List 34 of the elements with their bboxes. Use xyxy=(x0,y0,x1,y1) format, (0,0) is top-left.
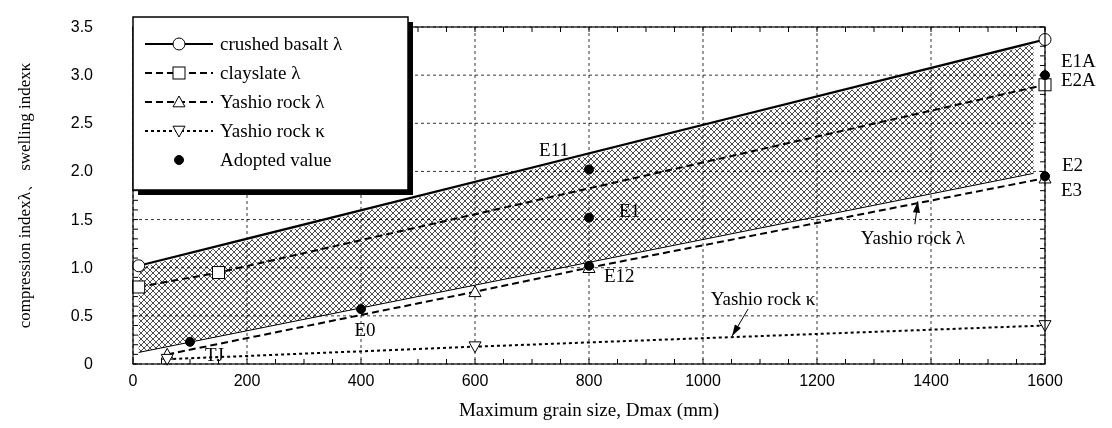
x-tick-label: 1600 xyxy=(1027,372,1063,389)
x-tick-label: 1200 xyxy=(799,372,835,389)
y-tick-label: 1.5 xyxy=(70,210,94,228)
x-tick-label: 200 xyxy=(233,372,261,389)
annotation: E11 xyxy=(539,138,569,160)
y-tick-label: 3.0 xyxy=(70,66,94,84)
y-tick-label: 2.0 xyxy=(70,162,94,180)
x-tick-label: 400 xyxy=(347,372,375,389)
y-tick-label: 0.5 xyxy=(70,306,94,324)
y-tick-label: 0 xyxy=(84,355,94,372)
x-tick-label: 0 xyxy=(128,372,138,389)
y-tick-label: 2.5 xyxy=(70,114,94,132)
legend-label: Adopted value xyxy=(220,149,332,170)
annotation: E1A xyxy=(1061,49,1097,71)
y-axis-title: compression indexλ、 swelling indexκ xyxy=(15,62,34,329)
x-tick-label: 1000 xyxy=(685,372,721,389)
x-axis-title: Maximum grain size, Dmax (mm) xyxy=(458,399,720,421)
x-tick-label: 1400 xyxy=(913,372,949,389)
legend-label: clayslate λ xyxy=(220,62,302,83)
annotation: Yashio rock κ xyxy=(710,288,816,310)
annotation: E3 xyxy=(1061,179,1083,201)
annotation: E2A xyxy=(1061,69,1097,91)
annotation: Yashio rock λ xyxy=(860,227,966,249)
y-tick-label: 1.0 xyxy=(70,258,94,276)
annotation: E0 xyxy=(354,319,376,341)
legend-label: Yashio rock λ xyxy=(220,91,326,112)
legend-label: Yashio rock κ xyxy=(220,120,326,141)
y-tick-label: 3.5 xyxy=(70,18,94,35)
legend-label: crushed basalt λ xyxy=(220,33,343,54)
annotation: TJ xyxy=(205,343,224,365)
x-tick-label: 800 xyxy=(575,372,603,389)
annotation: E2 xyxy=(1062,154,1084,176)
x-tick-label: 600 xyxy=(461,372,489,389)
annotation: E12 xyxy=(604,264,635,286)
